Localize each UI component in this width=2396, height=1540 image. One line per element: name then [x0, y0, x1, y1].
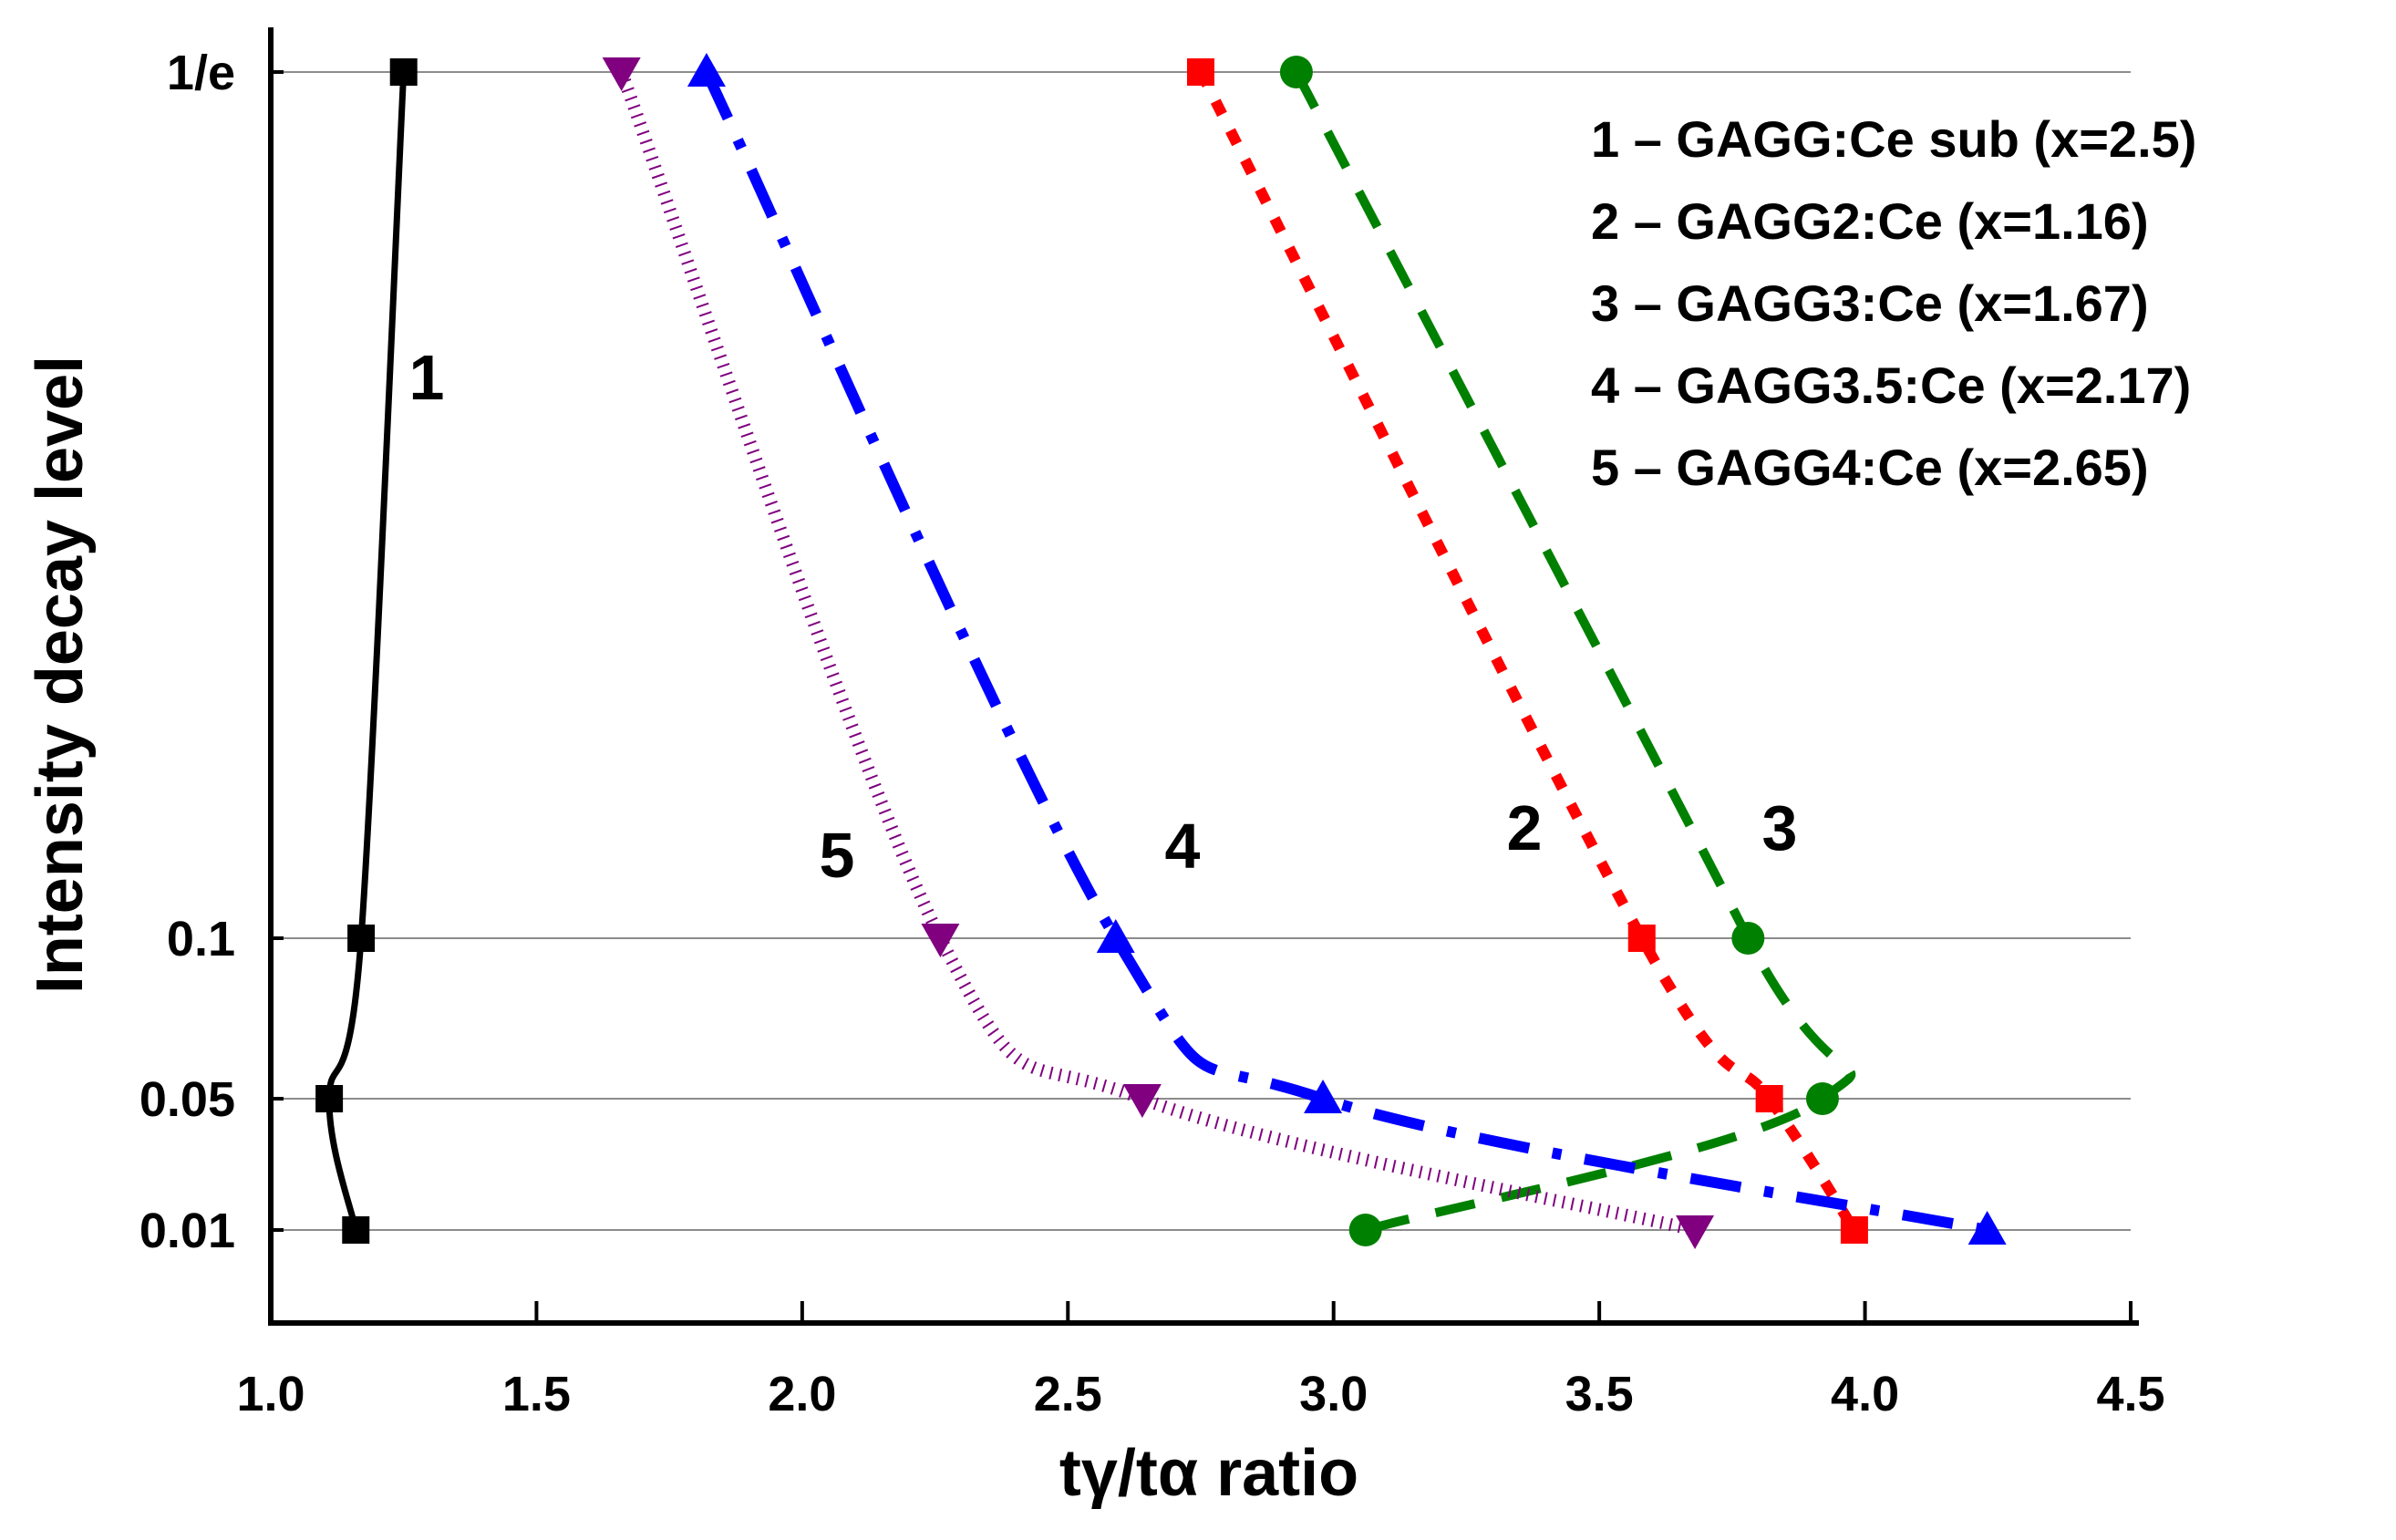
y-axis-title: Intensity decay level [24, 356, 97, 994]
series-5-marker-0-05 [1122, 1084, 1162, 1118]
series-3-marker-0-01 [1348, 1214, 1382, 1246]
curve-label-4: 4 [1165, 811, 1201, 882]
x-tick-label-4-5: 4.5 [2096, 1367, 2164, 1421]
series-5-marker-0-01 [1676, 1215, 1715, 1249]
series-3-marker-0-1 [1731, 922, 1765, 955]
legend-entry-5: 5 – GAGG4:Ce (x=2.65) [1591, 439, 2149, 496]
series-markers [315, 53, 2007, 1249]
series-2-marker-1-e [1187, 58, 1214, 86]
series-2-marker-0-05 [1755, 1085, 1783, 1112]
series-5-marker-0-1 [921, 924, 960, 957]
x-tick-label-3-5: 3.5 [1565, 1367, 1634, 1421]
curve-label-3: 3 [1762, 792, 1798, 863]
curve-label-1: 1 [409, 342, 445, 413]
legend: 1 – GAGG:Ce sub (x=2.5) 2 – GAGG2:Ce (x=… [1591, 110, 2196, 496]
y-tick-label-0-01: 0.01 [139, 1204, 235, 1258]
legend-entry-3: 3 – GAGG3:Ce (x=1.67) [1591, 274, 2149, 332]
series-line-1 [325, 71, 408, 1231]
series-line-3 [1292, 69, 1856, 1235]
series-1-marker-0-01 [342, 1216, 370, 1244]
legend-entry-4: 4 – GAGG3.5:Ce (x=2.17) [1591, 357, 2191, 414]
legend-entry-1: 1 – GAGG:Ce sub (x=2.5) [1591, 110, 2196, 168]
series-4-marker-0-1 [1096, 919, 1135, 953]
y-ticks: 1/e 0.1 0.05 0.01 [139, 46, 284, 1258]
x-axis-title: tγ/tα ratio [1059, 1437, 1358, 1510]
series-3-marker-1-e [1279, 56, 1313, 88]
x-tick-label-2-0: 2.0 [768, 1367, 836, 1421]
curve-labels: 1 2 3 4 5 [409, 342, 1798, 891]
y-tick-label-0-1: 0.1 [167, 912, 235, 966]
series-1-marker-0-1 [347, 925, 376, 952]
curve-label-5: 5 [820, 820, 855, 891]
series-1-marker-1-e [389, 58, 418, 86]
series-line-2 [1195, 69, 1859, 1234]
series-3-marker-0-05 [1805, 1082, 1839, 1115]
axes [268, 27, 2139, 1326]
x-tick-label-3-0: 3.0 [1299, 1367, 1368, 1421]
x-tick-label-4-0: 4.0 [1831, 1367, 1899, 1421]
x-ticks: 1.0 1.5 2.0 2.5 3.0 3.5 4.0 4.5 [236, 1301, 2165, 1421]
series-2-marker-0-01 [1840, 1216, 1868, 1244]
series-2-marker-0-1 [1627, 925, 1656, 952]
series-4-marker-0-01 [1967, 1211, 2007, 1245]
x-tick-label-1-0: 1.0 [236, 1367, 305, 1421]
y-tick-label-0-05: 0.05 [139, 1072, 235, 1127]
series-1-marker-0-05 [315, 1085, 344, 1112]
x-tick-label-1-5: 1.5 [502, 1367, 571, 1421]
series-line-4 [701, 69, 1988, 1235]
series-4-marker-0-05 [1304, 1080, 1343, 1113]
legend-entry-2: 2 – GAGG2:Ce (x=1.16) [1591, 192, 2149, 250]
y-tick-label-1-e: 1/e [167, 46, 235, 100]
curve-label-2: 2 [1507, 792, 1543, 863]
series-5-marker-1-e [602, 57, 641, 91]
x-tick-label-2-5: 2.5 [1034, 1367, 1102, 1421]
series-4-marker-1-e [687, 53, 726, 87]
